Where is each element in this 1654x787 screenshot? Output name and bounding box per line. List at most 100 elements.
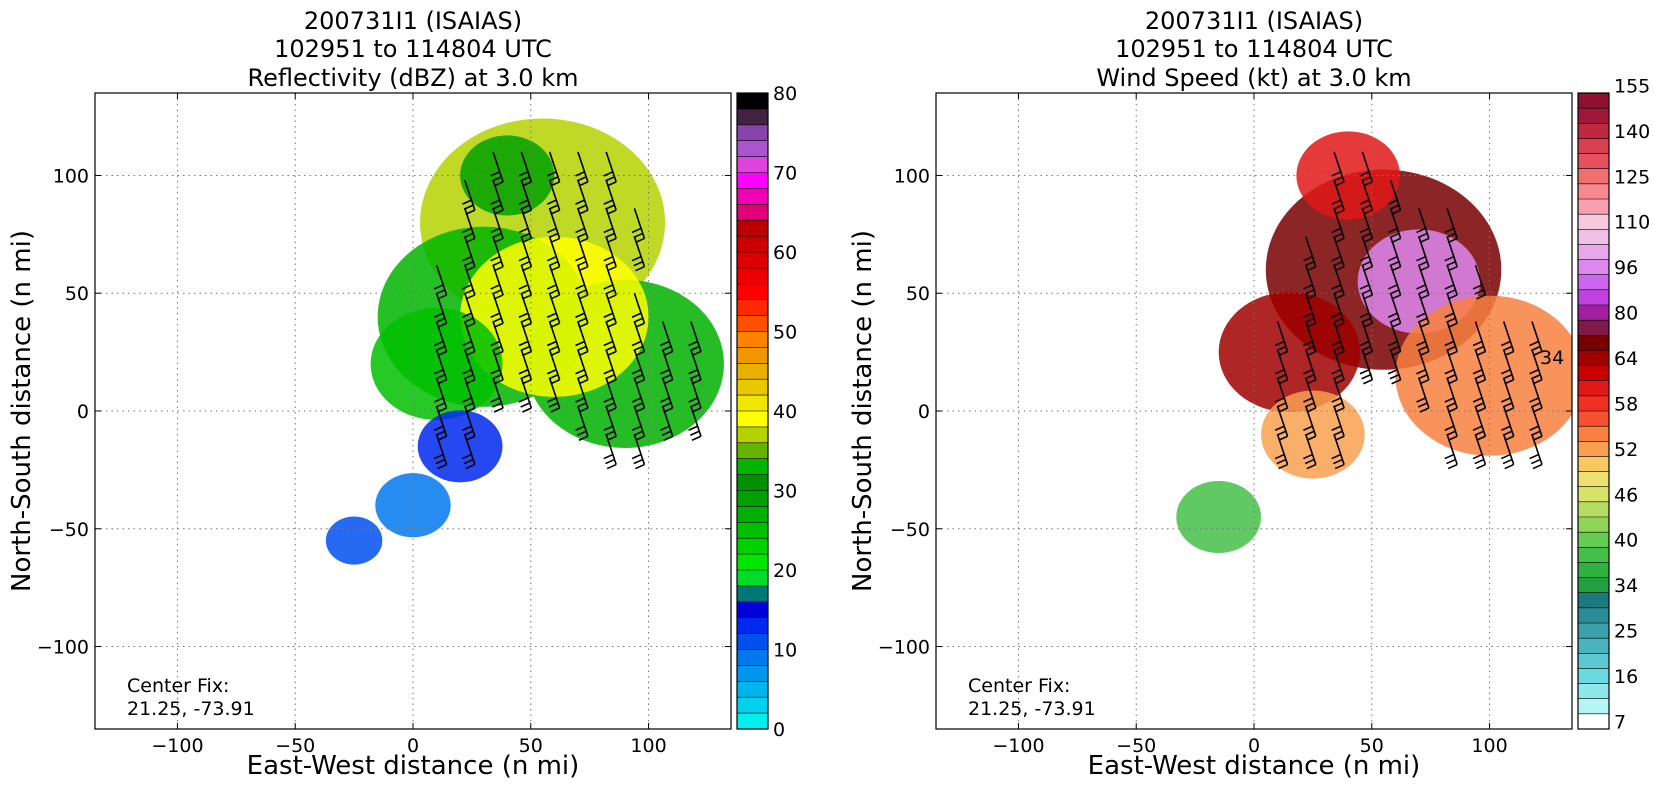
right-title-line-1: 200731I1 (ISAIAS) <box>1145 7 1363 35</box>
left-colorbar-segment <box>737 649 768 666</box>
right-colorbar-segment <box>1578 517 1609 533</box>
left-colorbar-segment <box>737 299 768 316</box>
left-colorbar-segment <box>737 283 768 300</box>
left-colorbar-segment <box>737 220 768 237</box>
left-ytick-label: −50 <box>49 519 89 541</box>
right-ytick-label: −100 <box>878 637 930 659</box>
left-xtick-label: 100 <box>630 735 666 757</box>
left-colorbar-segment <box>737 188 768 205</box>
left-colorbar-segment <box>737 236 768 253</box>
left-wind-barb <box>603 264 617 300</box>
right-contour-label: 34 <box>1540 347 1564 369</box>
left-field-cell <box>460 135 555 216</box>
left-colorbar-segment <box>737 363 768 380</box>
left-colorbar-frame <box>736 92 769 730</box>
left-wind-barb <box>688 321 702 357</box>
left-colorbar-segment <box>737 252 768 269</box>
right-colorbar-segment <box>1578 638 1609 654</box>
left-colorbar-segment <box>737 426 768 444</box>
left-colorbar-label: 10 <box>773 640 797 662</box>
right-grid <box>936 93 1572 729</box>
left-xtick-label: 50 <box>519 735 543 757</box>
right-field-cell <box>1176 480 1262 554</box>
right-annotation-line-2: 21.25, -73.91 <box>968 698 1096 720</box>
left-colorbar-segment <box>737 156 768 173</box>
left-wind-barb <box>433 264 448 300</box>
right-colorbar-segment <box>1578 335 1609 351</box>
right-colorbar-label: 96 <box>1614 257 1638 279</box>
left-wind-barb <box>575 151 589 187</box>
left-wind-barbs <box>433 151 702 470</box>
left-colorbar-segment <box>737 601 768 618</box>
right-ylabel: North-South distance (n mi) <box>848 230 878 592</box>
left-colorbar-segment <box>737 379 768 396</box>
right-axis-ticks: −100 −50 0 50 100 −100 −50 0 50 100 <box>878 93 1572 757</box>
left-field-cell <box>460 236 649 397</box>
right-colorbar-segment <box>1578 683 1609 700</box>
left-colorbar-segment <box>737 585 768 603</box>
right-colorbar-segment <box>1578 395 1609 412</box>
right-wind-barb <box>1303 236 1317 272</box>
right-colorbar-segment <box>1578 668 1609 684</box>
right-colorbar-segment <box>1578 365 1609 382</box>
right-colorbar-segment <box>1578 607 1609 624</box>
right-colorbar-segment <box>1578 123 1609 139</box>
right-annotation-line-1: Center Fix: <box>968 675 1070 697</box>
right-wind-barb <box>1387 179 1402 215</box>
right-colorbar-segment <box>1578 108 1609 124</box>
right-colorbar-label: 40 <box>1614 530 1638 552</box>
right-colorbar-label: 46 <box>1614 484 1638 506</box>
right-colorbar-label: 140 <box>1614 121 1650 143</box>
right-colorbar-label: 58 <box>1614 393 1638 415</box>
right-ytick-label: 50 <box>906 283 930 305</box>
left-xlabel: East-West distance (n mi) <box>247 751 580 781</box>
left-wind-barb <box>546 151 561 187</box>
left-colorbar-segment <box>737 522 768 539</box>
left-colorbar-segment <box>737 124 768 141</box>
left-colorbar-label: 0 <box>773 719 785 741</box>
left-axis-ticks: −100 −50 0 50 100 −100 −50 0 50 100 <box>37 93 731 757</box>
left-colorbar-label: 20 <box>773 560 797 582</box>
right-xtick-label: 50 <box>1360 735 1384 757</box>
left-title-line-3: Reflectivity (dBZ) at 3.0 km <box>248 64 579 92</box>
left-colorbar-segment <box>737 554 768 571</box>
right-field-cell <box>1261 390 1365 479</box>
right-colorbar-segment <box>1578 153 1609 170</box>
right-colorbar-label: 16 <box>1614 666 1638 688</box>
right-ytick-label: −50 <box>890 519 930 541</box>
left-ytick-label: 0 <box>77 401 89 423</box>
left-wind-barb <box>462 179 476 215</box>
left-colorbar-segment <box>737 490 768 507</box>
right-colorbar-segment <box>1578 138 1609 154</box>
left-colorbar-label: 60 <box>773 242 797 264</box>
right-colorbar-segment <box>1578 320 1609 336</box>
wind-speed-colorbar: 7 16 25 34 40 46 52 58 64 80 96 110 125 140 155 <box>1577 75 1650 733</box>
left-field-cell <box>325 516 383 565</box>
left-colorbar-segment <box>737 474 768 491</box>
right-colorbar-segment <box>1578 244 1609 260</box>
right-wind-barb <box>1500 321 1515 357</box>
right-colorbar-segment <box>1578 532 1609 548</box>
right-colorbar-segment <box>1578 698 1609 715</box>
left-colorbar-label: 80 <box>773 83 797 105</box>
left-wind-barb <box>518 151 533 187</box>
right-colorbar-label: 80 <box>1614 303 1638 325</box>
left-annotation-line-2: 21.25, -73.91 <box>127 698 255 720</box>
left-wind-barb <box>603 151 617 187</box>
right-field-cell <box>1218 292 1361 413</box>
left-ytick-label: −100 <box>37 637 89 659</box>
left-colorbar-segment <box>737 331 768 348</box>
right-colorbar-segment <box>1578 229 1609 245</box>
left-colorbar-segment <box>737 204 768 221</box>
left-field-cell <box>370 307 503 420</box>
left-colorbar-segment <box>737 172 768 189</box>
right-colorbar-segment <box>1578 547 1609 563</box>
right-colorbar-segment <box>1578 577 1609 594</box>
right-wind-barb <box>1359 151 1374 187</box>
left-wind-barb <box>659 321 674 357</box>
left-ylabel: North-South distance (n mi) <box>7 230 37 592</box>
left-colorbar-label: 70 <box>773 163 797 185</box>
right-field-cell <box>1296 131 1401 220</box>
right-colorbar-segment <box>1578 592 1609 609</box>
